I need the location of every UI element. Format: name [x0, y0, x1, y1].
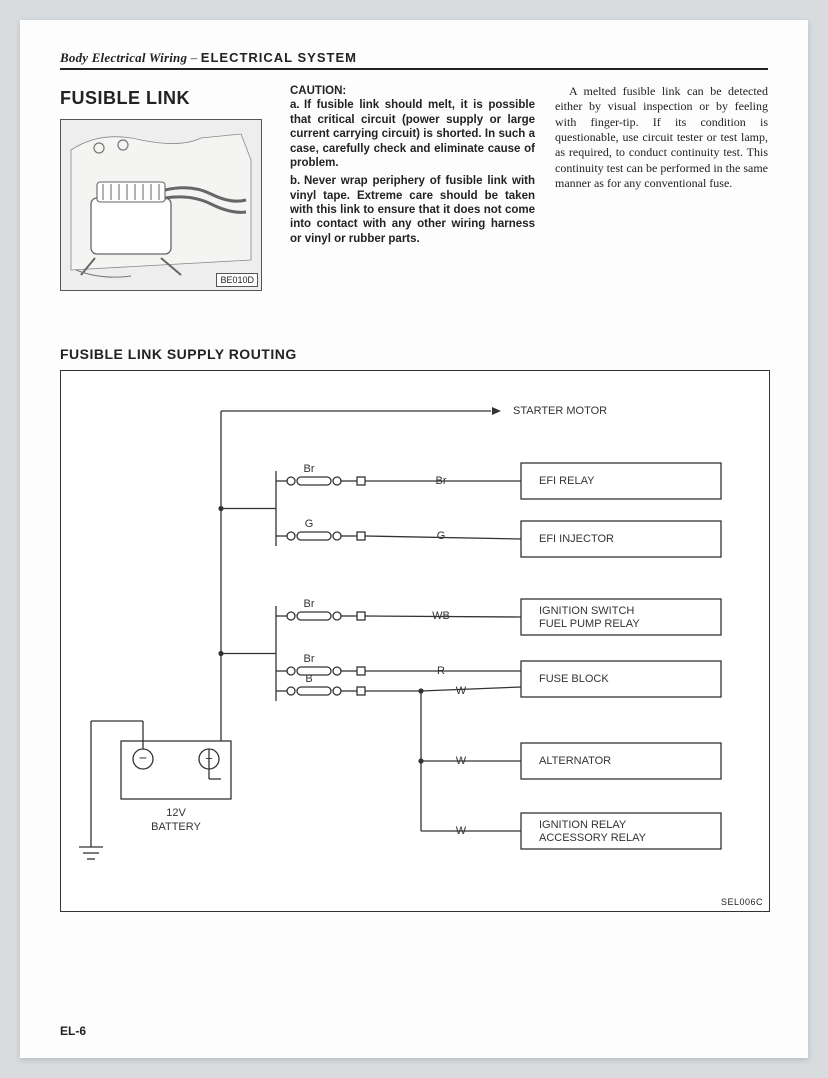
- svg-text:BATTERY: BATTERY: [151, 821, 201, 833]
- svg-text:W: W: [456, 685, 467, 697]
- wiring-diagram-svg: STARTER MOTOR Br Br EFI RELAY G G EFI INJECTOR…: [61, 371, 769, 911]
- svg-text:W: W: [456, 755, 467, 767]
- svg-text:ALTERNATOR: ALTERNATOR: [539, 755, 611, 767]
- svg-text:G: G: [437, 530, 446, 542]
- svg-text:IGNITION SWITCHFUEL PUMP RELAY: IGNITION SWITCHFUEL PUMP RELAY: [539, 605, 640, 630]
- caution-heading: CAUTION:: [290, 84, 535, 98]
- svg-text:B: B: [305, 673, 312, 685]
- caution-column: CAUTION: a.If fusible link should melt, …: [290, 84, 535, 291]
- body-text: A melted fusible link can be detected ei…: [555, 84, 768, 190]
- photo-code: BE010D: [216, 273, 258, 287]
- body-text-column: A melted fusible link can be detected ei…: [555, 84, 768, 291]
- page-number: EL-6: [60, 1024, 86, 1038]
- caution-item-a: a.If fusible link should melt, it is pos…: [290, 98, 535, 170]
- photo-illustration: [61, 120, 261, 290]
- header-rule: [60, 68, 768, 70]
- section-title: FUSIBLE LINK: [60, 88, 270, 109]
- caution-item-b: b.Never wrap periphery of fusible link w…: [290, 174, 535, 246]
- header-sep: –: [187, 50, 201, 65]
- svg-text:W: W: [456, 825, 467, 837]
- svg-text:EFI INJECTOR: EFI INJECTOR: [539, 533, 614, 545]
- routing-title: FUSIBLE LINK SUPPLY ROUTING: [60, 346, 768, 362]
- running-header: Body Electrical Wiring – ELECTRICAL SYST…: [60, 50, 768, 66]
- svg-text:FUSE BLOCK: FUSE BLOCK: [539, 673, 609, 685]
- header-left: Body Electrical Wiring: [60, 50, 187, 65]
- svg-text:EFI RELAY: EFI RELAY: [539, 475, 595, 487]
- svg-text:G: G: [305, 518, 314, 530]
- svg-text:WB: WB: [432, 610, 450, 622]
- svg-text:STARTER MOTOR: STARTER MOTOR: [513, 405, 607, 417]
- svg-text:−: −: [139, 750, 147, 766]
- diagram-code: SEL006C: [721, 897, 763, 907]
- svg-text:Br: Br: [304, 653, 315, 665]
- reference-photo: BE010D: [60, 119, 262, 291]
- left-column: FUSIBLE LINK: [60, 84, 270, 291]
- top-section: FUSIBLE LINK: [60, 84, 768, 291]
- svg-text:12V: 12V: [166, 807, 186, 819]
- svg-text:Br: Br: [304, 598, 315, 610]
- wiring-diagram: STARTER MOTOR Br Br EFI RELAY G G EFI INJECTOR…: [60, 370, 770, 912]
- page: Body Electrical Wiring – ELECTRICAL SYST…: [20, 20, 808, 1058]
- svg-text:Br: Br: [304, 463, 315, 475]
- header-right: ELECTRICAL SYSTEM: [201, 50, 357, 65]
- svg-text:R: R: [437, 665, 445, 677]
- svg-text:Br: Br: [436, 475, 447, 487]
- caution-list: a.If fusible link should melt, it is pos…: [290, 98, 535, 246]
